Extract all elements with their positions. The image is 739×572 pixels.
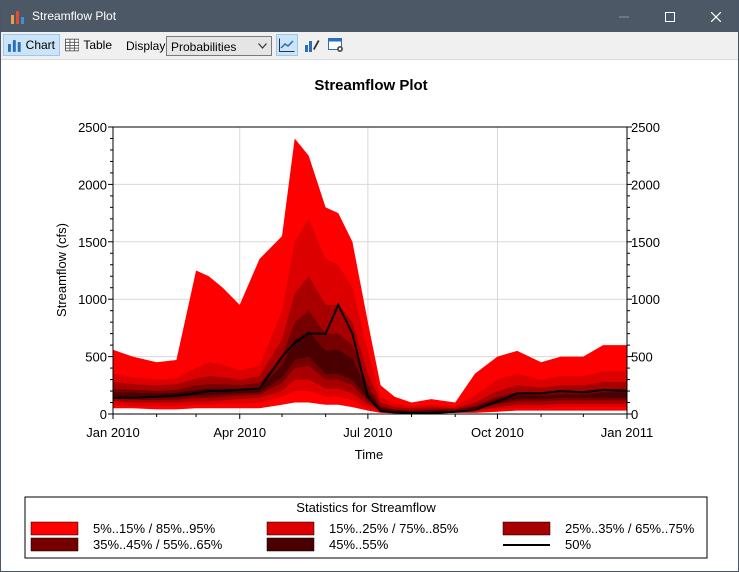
y-axis-label: Streamflow (cfs) bbox=[54, 223, 69, 317]
chevron-down-icon bbox=[258, 43, 267, 49]
x-tick-label: Jan 2011 bbox=[601, 425, 654, 440]
display-select-value: Probabilities bbox=[171, 40, 237, 54]
chart-title: Streamflow Plot bbox=[314, 77, 427, 94]
legend-entry-label: 35%..45% / 55%..65% bbox=[93, 537, 223, 552]
display-select[interactable]: Probabilities bbox=[166, 36, 272, 56]
window-title: Streamflow Plot bbox=[32, 9, 117, 23]
legend-swatch bbox=[502, 521, 551, 536]
y-tick-label-right: 1500 bbox=[631, 235, 660, 250]
window-settings-button[interactable] bbox=[325, 34, 347, 56]
toolbar: Chart Table Display: bbox=[1, 32, 738, 60]
y-tick-label-left: 2500 bbox=[78, 120, 107, 135]
probability-bands bbox=[113, 138, 627, 414]
chart-options-icon bbox=[305, 40, 320, 52]
chart-options-button[interactable] bbox=[301, 34, 323, 56]
y-tick-label-left: 0 bbox=[100, 407, 107, 422]
legend-swatch bbox=[266, 521, 315, 536]
x-tick-label: Apr 2010 bbox=[213, 425, 266, 440]
band-5 bbox=[113, 331, 627, 412]
median-line bbox=[113, 302, 628, 414]
legend-entry-label: 25%..35% / 65%..75% bbox=[565, 521, 695, 536]
band-4 bbox=[113, 310, 627, 412]
band-1 bbox=[113, 138, 627, 414]
median-series-line bbox=[113, 302, 628, 414]
y-tick-label-right: 500 bbox=[631, 350, 653, 365]
legend-swatch bbox=[30, 537, 79, 552]
bar-chart-icon bbox=[8, 40, 21, 52]
plot-frame bbox=[112, 126, 628, 415]
legend-entry-label: 5%..15% / 85%..95% bbox=[93, 521, 216, 536]
chart-tab-label: Chart bbox=[25, 38, 55, 52]
y-tick-label-right: 0 bbox=[631, 407, 638, 422]
x-tick-label: Jan 2010 bbox=[86, 425, 140, 440]
y-tick-label-left: 2000 bbox=[78, 177, 107, 192]
table-tab-label: Table bbox=[83, 38, 112, 52]
title-bar: Streamflow Plot bbox=[1, 1, 738, 32]
legend-entry-label: 45%..55% bbox=[329, 537, 389, 552]
legend-box bbox=[24, 496, 708, 559]
line-chart-button[interactable] bbox=[276, 34, 298, 56]
y-tick-label-left: 1500 bbox=[78, 235, 107, 250]
legend-swatch bbox=[266, 537, 315, 552]
close-icon bbox=[711, 11, 721, 22]
display-label: Display: bbox=[126, 39, 169, 53]
y-tick-label-right: 2500 bbox=[631, 120, 660, 135]
chart-app-icon bbox=[11, 11, 24, 24]
y-tick-label-right: 1000 bbox=[631, 292, 660, 307]
chart-tab-button[interactable]: Chart bbox=[3, 34, 60, 56]
legend-entry-label: 15%..25% / 75%..85% bbox=[329, 521, 459, 536]
axis-ticks: 0 0 500 500 1000 1000 1500 1500 2000 2000 2500 2500… bbox=[78, 120, 660, 440]
line-chart-icon bbox=[279, 38, 295, 52]
minimize-icon bbox=[619, 16, 629, 17]
close-button[interactable] bbox=[693, 1, 738, 32]
x-tick-label: Oct 2010 bbox=[471, 425, 524, 440]
window-settings-icon bbox=[328, 38, 343, 52]
y-tick-label-left: 500 bbox=[85, 350, 107, 365]
legend-title: Statistics for Streamflow bbox=[296, 500, 436, 515]
legend-entry-label: 50% bbox=[565, 537, 591, 552]
minimize-button[interactable] bbox=[601, 1, 647, 32]
table-tab-button[interactable]: Table bbox=[61, 34, 116, 56]
table-icon bbox=[65, 38, 80, 52]
x-axis-label: Time bbox=[355, 447, 383, 462]
y-tick-label-left: 1000 bbox=[78, 292, 107, 307]
legend-swatch bbox=[30, 521, 79, 536]
legend-entries: 5%..15% / 85%..95% 15%..25% / 75%..85% 25%… bbox=[30, 521, 695, 552]
maximize-button[interactable] bbox=[647, 1, 693, 32]
x-tick-label: Jul 2010 bbox=[343, 425, 392, 440]
maximize-icon bbox=[665, 11, 675, 22]
y-tick-label-right: 2000 bbox=[631, 177, 660, 192]
